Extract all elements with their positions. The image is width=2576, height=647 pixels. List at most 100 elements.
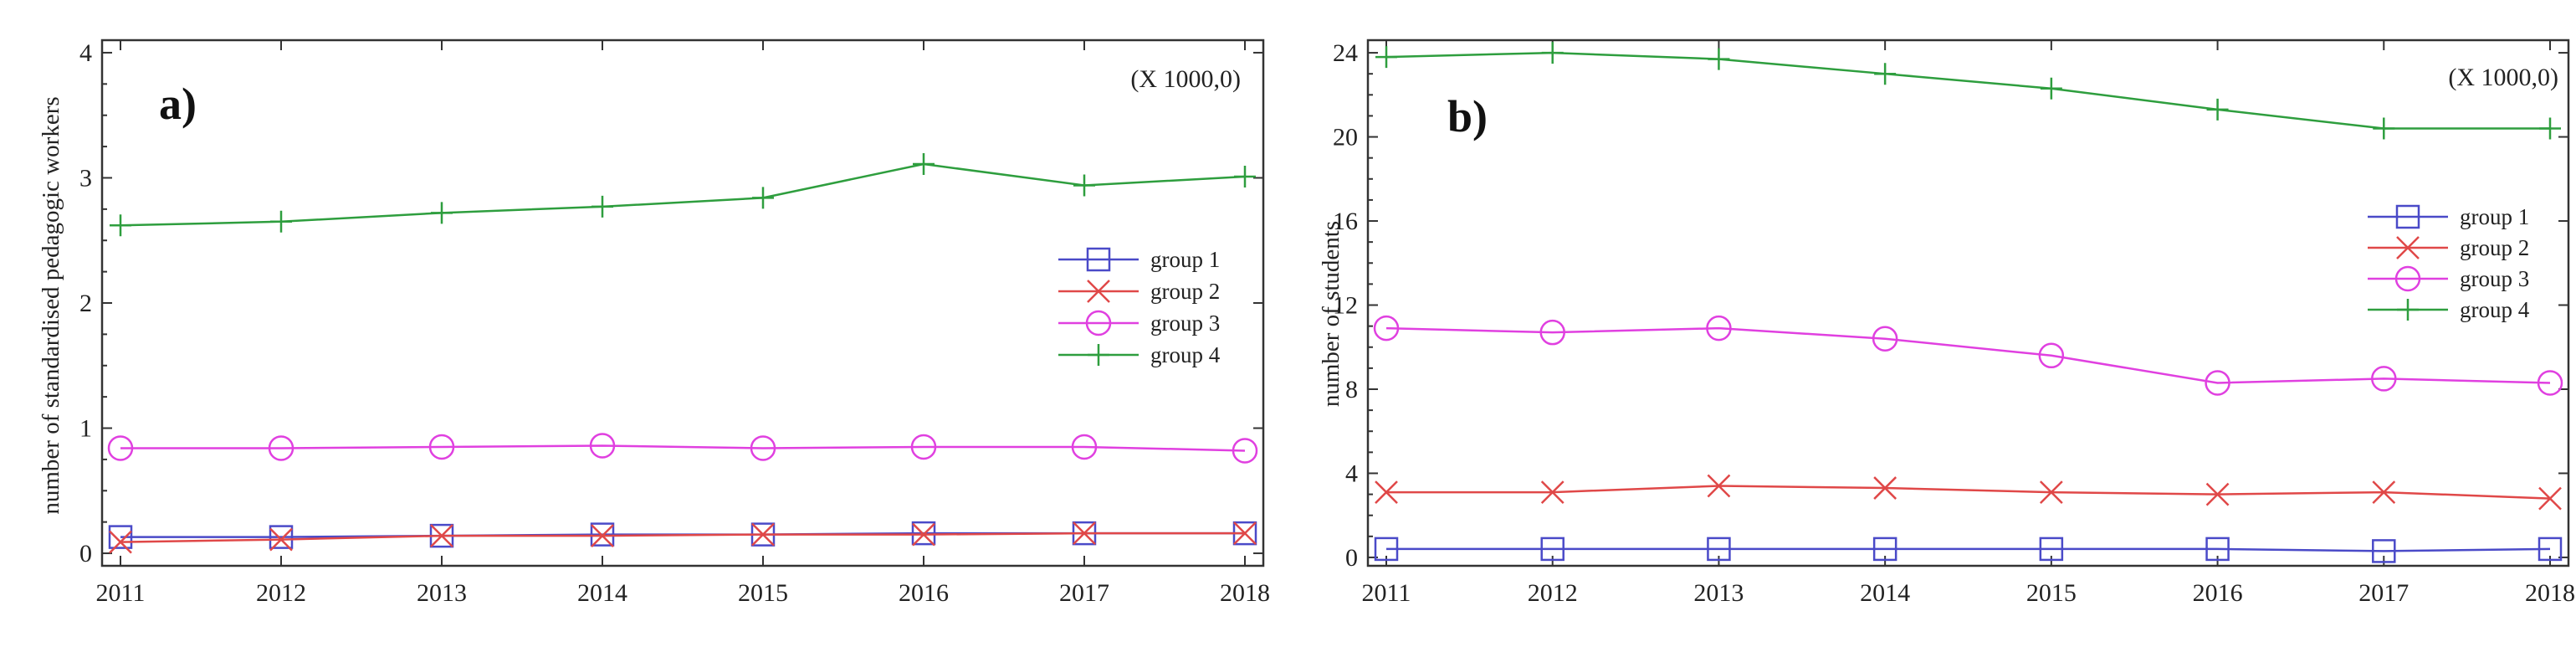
chart-a-point-group-3 — [589, 433, 616, 459]
chart-panel-b: number of students b) (X 1000,0) 0 4 8 12 16… — [1288, 0, 2576, 647]
chart-b-point-group-1 — [1707, 537, 1731, 562]
chart-b-series-line-group-1 — [1386, 547, 2551, 552]
chart-b-ytick-label: 4 — [1345, 460, 1358, 487]
chart-b-point-group-3 — [2038, 342, 2065, 369]
chart-b-point-group-2 — [2372, 480, 2396, 504]
chart-b-point-group-2 — [1707, 474, 1731, 498]
chart-b-ytick-label: 12 — [1333, 292, 1358, 320]
chart-a-point-group-2 — [109, 530, 132, 554]
chart-b-xtick-label: 2015 — [2026, 579, 2077, 607]
chart-a-xtick-label: 2018 — [1220, 579, 1270, 607]
chart-b-xtick-label: 2018 — [2525, 579, 2575, 607]
chart-b-point-group-4 — [2539, 117, 2561, 140]
chart-a-xtick-label: 2011 — [96, 579, 146, 607]
chart-a-point-group-4 — [592, 195, 613, 218]
chart-b-xtick-label: 2014 — [1860, 579, 1910, 607]
chart-b-point-group-2 — [2205, 482, 2230, 506]
chart-b-legend-label-group-3: group 3 — [2460, 266, 2529, 291]
chart-a-point-group-4 — [431, 202, 453, 224]
chart-b-point-group-3 — [1539, 319, 1565, 346]
chart-a-plot-frame — [100, 39, 1265, 567]
chart-a-point-group-3 — [1232, 438, 1258, 464]
chart-b-legend-label-group-4: group 4 — [2460, 297, 2530, 322]
chart-b-series-line-group-2 — [1386, 485, 2551, 500]
chart-b-xtick-label: 2016 — [2193, 579, 2243, 607]
chart-b-scale-note: (X 1000,0) — [2448, 64, 2558, 91]
chart-b-point-group-3 — [2537, 370, 2563, 396]
chart-b-point-group-4 — [2373, 117, 2395, 140]
chart-a-point-group-2 — [430, 524, 453, 547]
chart-b-legend-marker-group-3 — [2394, 265, 2421, 292]
chart-a-point-group-2 — [751, 522, 775, 547]
chart-b-svg: number of students b) (X 1000,0) 0 4 8 12 16… — [1318, 39, 2575, 607]
chart-b-point-group-2 — [1873, 476, 1897, 500]
chart-a-series-line-group-4 — [120, 162, 1246, 227]
chart-b-series-line-group-3 — [1385, 326, 2551, 384]
chart-a-xtick-label: 2014 — [577, 579, 627, 607]
chart-b-point-group-4 — [1874, 63, 1897, 85]
chart-b-point-group-4 — [1541, 42, 1564, 64]
chart-b-xtick-label: 2017 — [2358, 579, 2409, 607]
chart-a-point-group-4 — [1234, 165, 1256, 187]
chart-b-plot-frame — [1366, 39, 2570, 567]
chart-b-point-group-1 — [2538, 537, 2563, 562]
chart-panel-a: number of standardised pedagogic workers… — [38, 39, 1270, 607]
chart-b-point-group-1 — [1540, 537, 1565, 562]
chart-b-point-group-4 — [1708, 48, 1730, 70]
chart-a-point-group-3 — [1071, 434, 1098, 460]
chart-a-point-group-2 — [1073, 521, 1096, 546]
chart-b-point-group-3 — [2371, 366, 2397, 392]
chart-b-legend-marker-group-4 — [2397, 299, 2419, 321]
chart-b-legend-marker-group-1 — [2395, 204, 2420, 229]
chart-a-point-group-4 — [110, 214, 131, 237]
chart-b-point-group-2 — [1540, 480, 1565, 504]
chart-a-legend-marker-group-1 — [1086, 247, 1111, 272]
chart-b-legend-marker-group-2 — [2396, 236, 2420, 259]
chart-b-point-group-2 — [2039, 480, 2063, 504]
chart-a-xtick-label: 2016 — [899, 579, 949, 607]
chart-a-point-group-1 — [108, 525, 133, 549]
chart-a-series-line-group-3 — [120, 444, 1246, 452]
chart-b-point-group-1 — [2372, 539, 2396, 563]
chart-b-point-group-4 — [2040, 77, 2062, 100]
chart-a-point-group-2 — [1233, 521, 1257, 546]
chart-b-ylabel: number of students — [1318, 221, 1344, 407]
chart-a-point-group-4 — [270, 210, 292, 233]
chart-a-legend-marker-group-3 — [1085, 310, 1112, 336]
chart-a-point-group-3 — [910, 434, 937, 460]
chart-b-ytick-label: 0 — [1345, 544, 1358, 572]
chart-a-ylabel: number of standardised pedagogic workers — [38, 96, 64, 514]
chart-b-ytick-label: 20 — [1333, 124, 1358, 151]
chart-a-point-group-3 — [428, 434, 455, 460]
chart-a-xtick-label: 2012 — [256, 579, 306, 607]
chart-b-xtick-label: 2013 — [1693, 579, 1744, 607]
chart-a-point-group-4 — [1073, 174, 1095, 197]
chart-a-ytick-label: 4 — [79, 39, 92, 67]
chart-a-svg: number of standardised pedagogic workers… — [38, 39, 1270, 607]
chart-a-point-group-3 — [268, 435, 294, 461]
chart-a-legend-label-group-3: group 3 — [1150, 311, 1220, 336]
chart-b-point-group-3 — [1706, 315, 1732, 341]
chart-a-point-group-3 — [107, 435, 134, 461]
chart-b-point-group-1 — [1374, 537, 1399, 562]
chart-a-xtick-label: 2017 — [1059, 579, 1109, 607]
chart-a-point-group-1 — [590, 522, 615, 547]
chart-a-xtick-label: 2013 — [417, 579, 467, 607]
chart-a-legend-label-group-2: group 2 — [1150, 279, 1220, 304]
chart-a-panel-label: a) — [159, 79, 197, 129]
chart-a-point-group-2 — [591, 524, 614, 547]
chart-b-point-group-2 — [1375, 480, 1398, 504]
chart-b-point-group-1 — [2039, 537, 2064, 562]
chart-a-point-group-1 — [269, 525, 294, 549]
chart-a-xtick-label: 2015 — [738, 579, 788, 607]
chart-a-point-group-2 — [912, 522, 935, 547]
chart-b-panel-label: b) — [1447, 91, 1488, 141]
chart-a-ytick-label: 2 — [79, 290, 92, 317]
chart-b-series-line-group-4 — [1385, 51, 2550, 130]
chart-a-legend-label-group-4: group 4 — [1150, 342, 1221, 367]
chart-a-legend-marker-group-4 — [1088, 344, 1109, 366]
chart-a-point-group-4 — [752, 187, 774, 209]
chart-b-point-group-1 — [2205, 537, 2230, 562]
chart-a-point-group-1 — [911, 521, 936, 546]
chart-a-ytick-label: 1 — [79, 415, 92, 443]
